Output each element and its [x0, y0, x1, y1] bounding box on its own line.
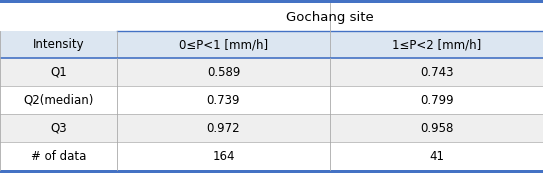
Text: 41: 41 [429, 149, 444, 163]
Text: 1≤P<2 [mm/h]: 1≤P<2 [mm/h] [392, 38, 481, 51]
Text: Gochang site: Gochang site [286, 11, 374, 23]
Bar [0, 0, 543, 3]
Text: 0≤P<1 [mm/h]: 0≤P<1 [mm/h] [179, 38, 268, 51]
Text: Q3: Q3 [50, 122, 67, 134]
Text: 0.799: 0.799 [420, 94, 453, 106]
Text: 164: 164 [212, 149, 235, 163]
Text: 0.739: 0.739 [207, 94, 240, 106]
Text: # of data: # of data [31, 149, 86, 163]
Bar [0, 170, 543, 173]
Text: 0.589: 0.589 [207, 66, 240, 78]
Text: Intensity: Intensity [33, 38, 84, 51]
Bar [0, 114, 543, 142]
Bar [0, 31, 543, 58]
Bar [0, 86, 543, 114]
Bar [0, 142, 543, 170]
Bar [0, 3, 543, 31]
Text: 0.743: 0.743 [420, 66, 453, 78]
Text: 0.972: 0.972 [207, 122, 240, 134]
Text: Q2(median): Q2(median) [23, 94, 93, 106]
Text: Q1: Q1 [50, 66, 67, 78]
Bar [0, 58, 543, 86]
Text: 0.958: 0.958 [420, 122, 453, 134]
